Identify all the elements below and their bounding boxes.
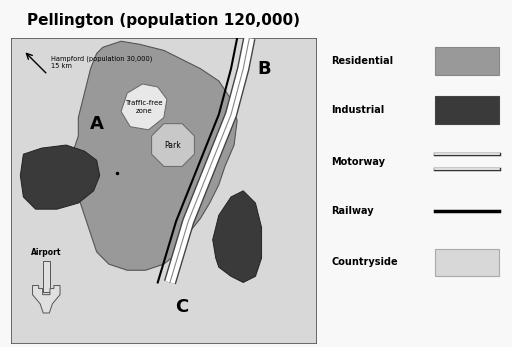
Text: C: C [176,298,189,316]
Text: Railway: Railway [331,205,374,215]
Text: Traffic-free
zone: Traffic-free zone [125,100,163,113]
Polygon shape [121,84,167,130]
Polygon shape [212,191,262,282]
Bar [42,261,50,291]
Bar [435,96,499,124]
Text: Motorway: Motorway [331,157,386,167]
Text: Park: Park [165,141,181,150]
Text: Airport: Airport [31,248,61,257]
Text: Pellington (population 120,000): Pellington (population 120,000) [27,13,301,28]
Text: Industrial: Industrial [331,105,385,115]
Text: Residential: Residential [331,56,394,66]
Bar [435,249,499,276]
Text: Hampford (population 30,000)
15 km: Hampford (population 30,000) 15 km [51,56,152,69]
Text: B: B [258,60,271,78]
Polygon shape [33,286,60,313]
Polygon shape [20,145,100,209]
Text: Countryside: Countryside [331,257,398,268]
Polygon shape [152,124,195,167]
Polygon shape [72,41,237,270]
Bar [435,47,499,75]
Text: A: A [90,115,103,133]
